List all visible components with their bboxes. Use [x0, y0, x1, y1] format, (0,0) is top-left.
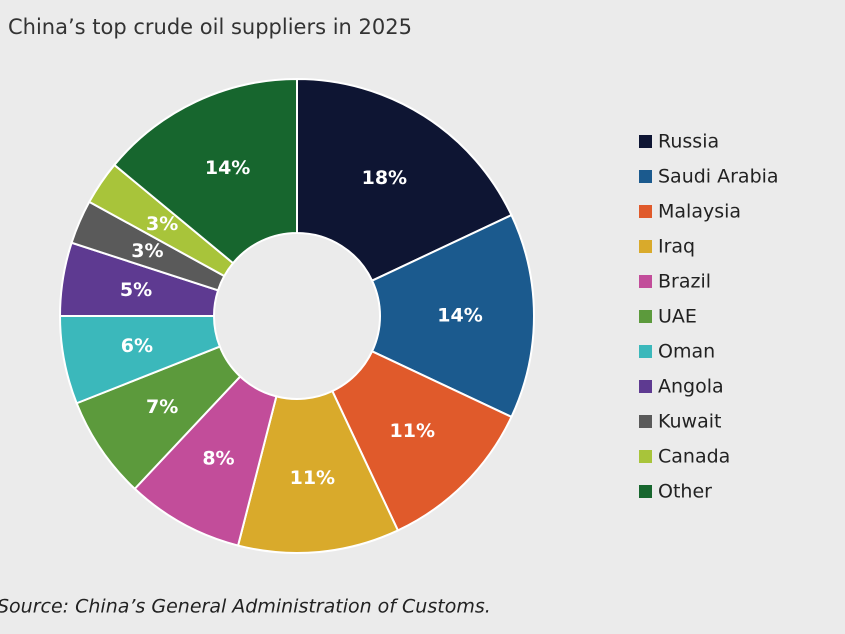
value-label: 6% — [121, 335, 153, 357]
value-label: 18% — [362, 167, 407, 189]
legend-label: Iraq — [658, 236, 695, 258]
legend-swatch — [639, 205, 652, 218]
chart-title: China’s top crude oil suppliers in 2025 — [8, 15, 412, 39]
legend-swatch — [639, 380, 652, 393]
legend-label: Saudi Arabia — [658, 166, 779, 188]
legend-swatch — [639, 275, 652, 288]
source-note: Source: China’s General Administration o… — [0, 596, 491, 618]
legend-label: Oman — [658, 341, 715, 363]
value-label: 7% — [146, 396, 178, 418]
legend-label: Malaysia — [658, 201, 741, 223]
value-label: 14% — [205, 157, 250, 179]
legend-label: Canada — [658, 446, 730, 468]
legend-label: UAE — [658, 306, 697, 328]
legend-label: Brazil — [658, 271, 711, 293]
value-label: 14% — [437, 305, 482, 327]
legend-label: Other — [658, 481, 712, 503]
legend-label: Kuwait — [658, 411, 721, 433]
legend-swatch — [639, 135, 652, 148]
slice — [112, 77, 298, 265]
slice — [296, 77, 513, 282]
value-label: 8% — [202, 447, 234, 469]
slice — [370, 213, 535, 419]
legend-swatch — [639, 310, 652, 323]
value-label: 3% — [146, 213, 178, 235]
value-label: 3% — [131, 240, 163, 262]
legend-swatch — [639, 485, 652, 498]
legend-swatch — [639, 415, 652, 428]
legend-swatch — [639, 240, 652, 253]
legend-label: Russia — [658, 131, 719, 153]
value-label: 11% — [390, 420, 435, 442]
legend-swatch — [639, 345, 652, 358]
value-label: 5% — [120, 279, 152, 301]
legend-label: Angola — [658, 376, 724, 398]
legend-swatch — [639, 170, 652, 183]
slice — [236, 389, 400, 554]
legend-swatch — [639, 450, 652, 463]
value-label: 11% — [290, 467, 335, 489]
